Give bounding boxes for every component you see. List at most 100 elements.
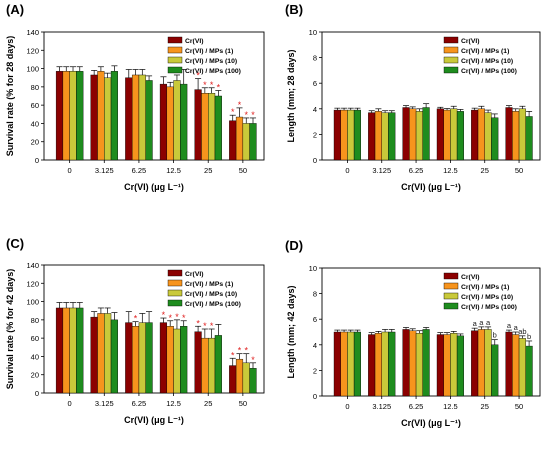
legend-swatch (167, 46, 183, 54)
y-axis-label: Length (mm; 42 days) (286, 285, 296, 378)
significance-mark: a (507, 321, 512, 330)
x-axis-label: Cr(VI) (μg L⁻¹) (401, 418, 461, 428)
y-tick-label: 6 (313, 79, 317, 88)
significance-mark: * (231, 107, 235, 117)
plot-frame (43, 31, 265, 161)
bar (402, 329, 410, 397)
significance-mark: * (182, 313, 186, 323)
y-tick-label: 6 (313, 315, 317, 324)
bar (104, 313, 112, 394)
significance-mark: * (210, 80, 214, 90)
bar (415, 111, 423, 161)
plot-frame (321, 267, 541, 397)
bar (194, 331, 202, 394)
y-tick-label: 140 (26, 28, 39, 37)
bar (525, 116, 533, 161)
bar (201, 337, 209, 394)
y-tick-label: 40 (31, 119, 39, 128)
bar (62, 71, 70, 161)
bar (368, 334, 376, 397)
bar (381, 331, 389, 397)
legend-label: Cr(VI) / MPs (1) (185, 48, 233, 55)
bar (125, 322, 133, 394)
bar (388, 331, 396, 397)
significance-mark: * (217, 83, 221, 93)
bar (415, 333, 423, 397)
significance-mark: * (175, 312, 179, 322)
significance-mark: a (486, 318, 491, 327)
bar (422, 329, 430, 397)
bar (131, 326, 140, 394)
bar (249, 368, 257, 394)
x-tick-label: 25 (481, 402, 489, 411)
legend-label: Cr(VI) / MPs (10) (461, 294, 513, 301)
bar (249, 123, 257, 161)
significance-mark: * (203, 321, 207, 331)
bar (477, 329, 485, 397)
y-tick-label: 80 (31, 316, 39, 325)
legend-label: Cr(VI) / MPs (10) (461, 58, 513, 65)
y-tick-label: 40 (31, 352, 39, 361)
x-tick-label: 3.125 (372, 402, 391, 411)
bar (173, 328, 181, 394)
significance-mark: * (251, 355, 255, 365)
bar (443, 109, 451, 161)
bar (340, 331, 348, 397)
x-tick-label: 6.25 (132, 166, 147, 175)
chart-panel-d: (D) 0 2 4 6 8 10 Length (mm; 42 days) Cr(VI) (μg… (285, 238, 541, 428)
bar (518, 338, 526, 397)
panel-label: (C) (6, 236, 24, 251)
bar (333, 109, 341, 161)
significance-mark: a (473, 319, 478, 328)
legend-label: Cr(VI) / MPs (1) (461, 48, 509, 55)
bar (374, 333, 382, 397)
bar (471, 330, 479, 397)
x-tick-label: 6.25 (409, 166, 424, 175)
bar (97, 71, 105, 161)
x-tick-label: 0 (68, 166, 72, 175)
bar (138, 74, 146, 161)
legend-swatch (443, 272, 459, 280)
legend-label: Cr(VI) / MPs (100) (185, 68, 241, 75)
legend-label: Cr(VI) / MPs (10) (185, 291, 237, 298)
bar (422, 107, 430, 161)
bar (450, 333, 458, 397)
bar (491, 117, 499, 161)
y-axis-label: Length (mm; 28 days) (286, 49, 296, 142)
chart-panel-a: (A) 0 20 40 60 80 100 120 140 Survival rate (% fo… (5, 2, 265, 192)
bar (242, 123, 250, 161)
x-tick-label: 6.25 (409, 402, 424, 411)
bar (471, 109, 479, 161)
plot-frame (43, 264, 265, 394)
significance-mark: * (134, 314, 138, 324)
legend-swatch (167, 279, 183, 287)
bar (525, 345, 533, 397)
significance-mark: b (527, 332, 531, 341)
bar (208, 337, 216, 394)
y-tick-label: 120 (26, 279, 39, 288)
bar (456, 335, 464, 397)
bar (76, 307, 84, 394)
legend-swatch (443, 292, 459, 300)
y-axis-label: Survival rate (% for 42 days) (5, 269, 15, 390)
legend-label: Cr(VI) (185, 38, 204, 45)
legend-label: Cr(VI) / MPs (100) (461, 304, 517, 311)
bar (518, 108, 526, 161)
y-tick-label: 2 (313, 130, 317, 139)
bar (208, 93, 216, 161)
bar (436, 334, 444, 397)
legend-swatch (443, 282, 459, 290)
legend-swatch (167, 299, 183, 307)
bar (512, 111, 520, 161)
y-tick-label: 60 (31, 334, 39, 343)
y-tick-label: 20 (31, 138, 39, 147)
bar (353, 331, 361, 397)
y-tick-label: 120 (26, 46, 39, 55)
y-tick-label: 0 (313, 156, 317, 165)
bar (110, 71, 118, 161)
legend-label: Cr(VI) (461, 38, 480, 45)
bar (214, 95, 222, 161)
bar (340, 109, 348, 161)
y-tick-label: 0 (35, 389, 39, 398)
x-tick-label: 25 (481, 166, 489, 175)
